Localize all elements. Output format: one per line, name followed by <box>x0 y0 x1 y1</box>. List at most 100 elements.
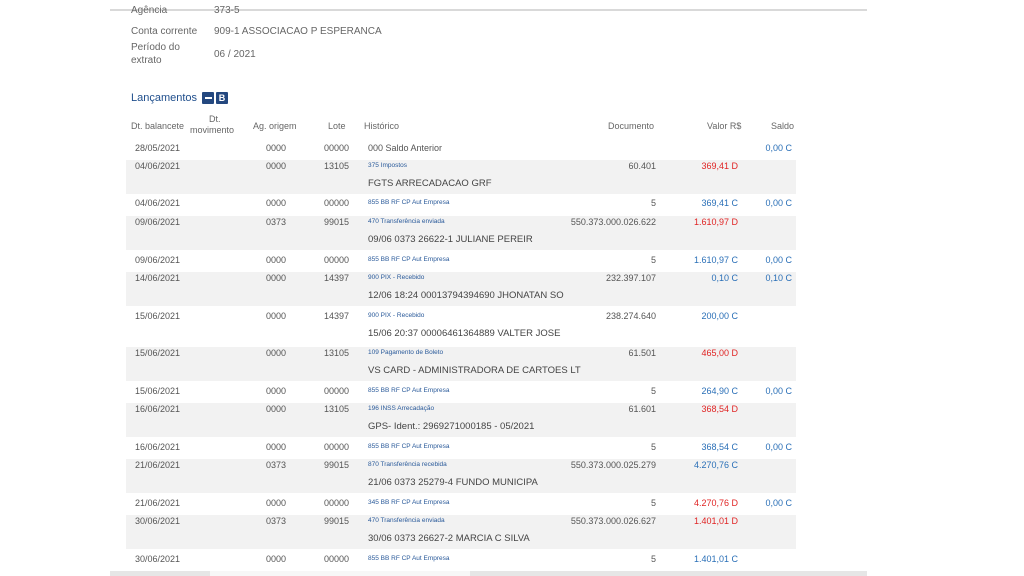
table-row[interactable]: 16/06/2021 0000 00000 855 BB RF CP Aut Empr… <box>126 441 796 455</box>
table-header: Dt. balancete Dt. movimento Ag. origem L… <box>0 114 1024 140</box>
cell-lote: 00000 <box>324 554 350 564</box>
cell-date: 04/06/2021 <box>135 161 181 171</box>
cell-valor: 0,10 C <box>711 273 738 283</box>
cell-descricao: FGTS ARRECADACAO GRF <box>368 178 492 189</box>
cell-valor: 200,00 C <box>701 311 738 321</box>
cell-descricao: 15/06 20:37 00006461364889 VALTER JOSE <box>368 328 561 339</box>
cell-documento: 5 <box>650 255 656 265</box>
lancamentos-header: Lançamentos B <box>131 90 229 106</box>
minus-icon <box>204 97 212 99</box>
periodo-label-line1: Período do <box>131 42 180 53</box>
table-row[interactable]: 15/06/2021 0000 00000 855 BB RF CP Aut Empr… <box>126 385 796 399</box>
top-divider <box>110 9 867 11</box>
cell-valor: 4.270,76 D <box>693 498 738 508</box>
col-dt-balancete[interactable]: Dt. balancete <box>131 121 185 131</box>
table-row[interactable]: 21/06/2021 0373 99015 870 Transferência rec… <box>126 459 796 493</box>
cell-saldo: 0,10 C <box>765 273 792 283</box>
cell-date: 30/06/2021 <box>135 554 181 564</box>
cell-valor: 368,54 D <box>701 404 738 414</box>
col-ag-origem[interactable]: Ag. origem <box>253 121 297 131</box>
cell-ag-origem: 0000 <box>266 143 287 153</box>
table-row[interactable]: 09/06/2021 0000 00000 855 BB RF CP Aut Empr… <box>126 254 796 268</box>
cell-valor: 1.401,01 D <box>693 516 738 526</box>
cell-lote: 99015 <box>324 460 350 470</box>
periodo-value: 06 / 2021 <box>214 49 256 60</box>
cell-date: 30/06/2021 <box>135 516 181 526</box>
agencia-label: Agência <box>131 5 168 16</box>
cell-historico: 900 PIX - Recebido <box>368 274 425 281</box>
cell-documento: 5 <box>650 498 656 508</box>
cell-historico: 855 BB RF CP Aut Empresa <box>368 443 450 450</box>
col-valor[interactable]: Valor R$ <box>707 121 742 131</box>
cell-valor: 465,00 D <box>701 348 738 358</box>
col-lote[interactable]: Lote <box>328 121 346 131</box>
cell-valor: 1.610,97 D <box>693 217 738 227</box>
cell-historico: 855 BB RF CP Aut Empresa <box>368 199 450 206</box>
table-row[interactable]: 21/06/2021 0000 00000 345 BB RF CP Aut Empr… <box>126 497 796 511</box>
table-row[interactable]: 15/06/2021 0000 14397 900 PIX - Recebido 238… <box>126 310 796 344</box>
cell-documento: 5 <box>650 198 656 208</box>
cell-saldo: 0,00 C <box>765 143 792 153</box>
cell-lote: 14397 <box>324 273 350 283</box>
cell-date: 21/06/2021 <box>135 460 181 470</box>
cell-date: 09/06/2021 <box>135 255 181 265</box>
cell-historico: 470 Transferência enviada <box>368 218 445 225</box>
cell-lote: 00000 <box>324 143 350 153</box>
horizontal-scrollbar[interactable] <box>110 571 867 576</box>
cell-descricao: 12/06 18:24 00013794394690 JHONATAN SO <box>368 290 564 301</box>
cell-historico: 000 Saldo Anterior <box>368 143 443 153</box>
cell-lote: 00000 <box>324 386 350 396</box>
collapse-button[interactable] <box>202 92 215 104</box>
conta-label: Conta corrente <box>131 26 198 37</box>
cell-lote: 00000 <box>324 198 350 208</box>
b-button[interactable]: B <box>216 92 229 104</box>
table-row[interactable]: 14/06/2021 0000 14397 900 PIX - Recebido 232… <box>126 272 796 306</box>
cell-date: 15/06/2021 <box>135 386 181 396</box>
cell-historico: 855 BB RF CP Aut Empresa <box>368 387 450 394</box>
cell-documento: 5 <box>650 386 656 396</box>
cell-ag-origem: 0000 <box>266 386 287 396</box>
cell-lote: 14397 <box>324 311 350 321</box>
cell-lote: 13105 <box>324 161 350 171</box>
cell-date: 16/06/2021 <box>135 404 181 414</box>
cell-documento: 61.601 <box>628 404 656 414</box>
table-row[interactable]: 04/06/2021 0000 13105 375 Impostos 60.401 369… <box>126 160 796 194</box>
cell-historico: 345 BB RF CP Aut Empresa <box>368 499 450 506</box>
cell-valor: 369,41 C <box>701 198 738 208</box>
cell-lote: 00000 <box>324 255 350 265</box>
scrollbar-thumb[interactable] <box>210 571 470 576</box>
cell-historico: 900 PIX - Recebido <box>368 312 425 319</box>
cell-date: 15/06/2021 <box>135 311 181 321</box>
cell-valor: 369,41 D <box>701 161 738 171</box>
cell-lote: 00000 <box>324 442 350 452</box>
cell-valor: 1.401,01 C <box>693 554 738 564</box>
cell-documento: 5 <box>650 442 656 452</box>
cell-lote: 99015 <box>324 217 350 227</box>
col-dt-movimento-1[interactable]: Dt. <box>209 114 221 124</box>
cell-lote: 00000 <box>324 498 350 508</box>
table-row[interactable]: 04/06/2021 0000 00000 855 BB RF CP Aut Empr… <box>126 197 796 211</box>
table-row[interactable]: 15/06/2021 0000 13105 109 Pagamento de Bole… <box>126 347 796 381</box>
cell-historico: 196 INSS Arrecadação <box>368 405 435 412</box>
cell-saldo: 0,00 C <box>765 255 792 265</box>
col-documento[interactable]: Documento <box>608 121 655 131</box>
cell-ag-origem: 0000 <box>266 161 287 171</box>
col-saldo[interactable]: Saldo <box>771 121 795 131</box>
cell-documento: 550.373.000.026.622 <box>570 217 656 227</box>
cell-ag-origem: 0000 <box>266 498 287 508</box>
col-historico[interactable]: Histórico <box>364 121 400 131</box>
cell-documento: 60.401 <box>628 161 656 171</box>
cell-ag-origem: 0000 <box>266 311 287 321</box>
cell-lote: 13105 <box>324 348 350 358</box>
table-row[interactable]: 30/06/2021 0000 00000 855 BB RF CP Aut Empr… <box>126 553 796 567</box>
cell-historico: 470 Transferência enviada <box>368 517 445 524</box>
table-row[interactable]: 30/06/2021 0373 99015 470 Transferência env… <box>126 515 796 549</box>
cell-saldo: 0,00 C <box>765 498 792 508</box>
cell-date: 21/06/2021 <box>135 498 181 508</box>
cell-documento: 5 <box>650 554 656 564</box>
table-row[interactable]: 16/06/2021 0000 13105 196 INSS Arrecadação 6… <box>126 403 796 437</box>
cell-saldo: 0,00 C <box>765 442 792 452</box>
table-row[interactable]: 09/06/2021 0373 99015 470 Transferência env… <box>126 216 796 250</box>
col-dt-movimento-2[interactable]: movimento <box>190 125 235 135</box>
table-row[interactable]: 28/05/2021 0000 00000 000 Saldo Anterior 0,0… <box>126 142 796 156</box>
